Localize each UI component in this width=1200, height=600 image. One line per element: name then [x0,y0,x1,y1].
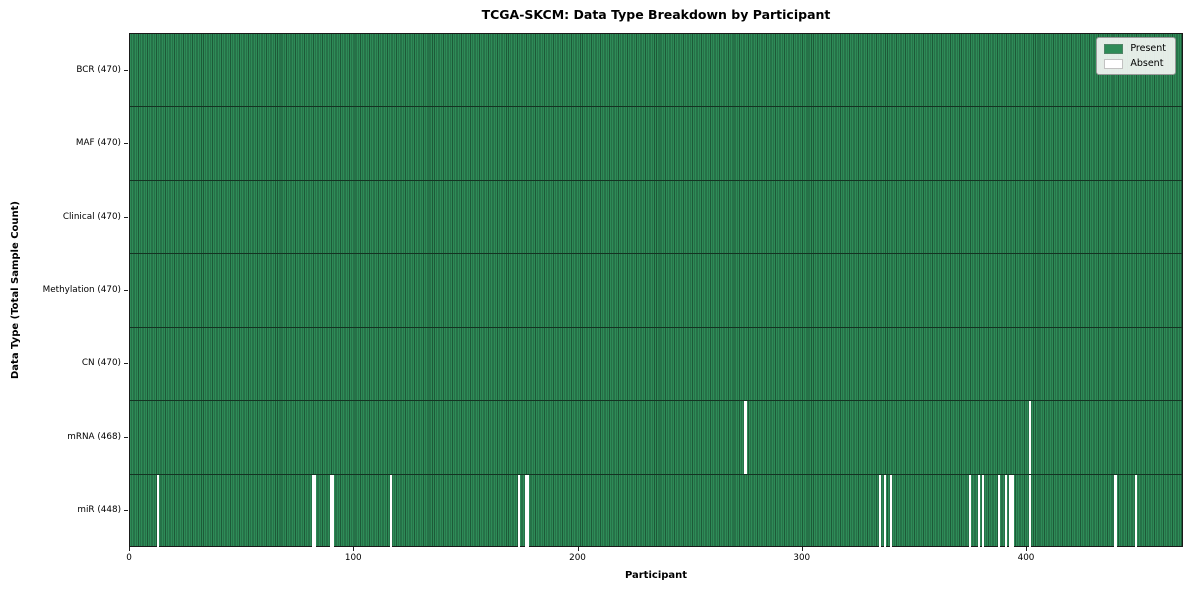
heatmap-row-mRNA [130,401,1182,475]
y-tick-mark [124,216,128,218]
legend-item-present: Present [1104,43,1166,54]
heatmap-row-miR [130,474,1182,548]
x-tick-label-100: 100 [344,553,362,563]
y-tick-mark [124,69,128,71]
x-tick-mark [1026,547,1028,551]
legend: Present Absent [1096,37,1176,75]
absent-stripe-miR-401 [1029,474,1032,548]
absent-stripe-miR-374 [968,474,971,548]
absent-stripe-miR-82 [313,474,317,548]
absent-stripe-miR-392 [1009,474,1012,548]
heatmap-row-BCR [130,34,1182,108]
legend-swatch-present [1104,43,1124,54]
absent-stripe-miR-90 [331,474,335,548]
y-tick-label-Clinical: Clinical (470) [62,211,121,222]
x-tick-label-0: 0 [126,553,132,563]
heatmap-row-CN [130,328,1182,402]
absent-stripe-miR-390 [1004,474,1007,548]
heatmap-row-Methylation [130,254,1182,328]
x-tick-mark [129,547,130,551]
absent-stripe-miR-393 [1011,474,1014,548]
absent-stripe-miR-378 [977,474,980,548]
x-tick-label-200: 200 [569,553,586,563]
absent-stripe-miR-177 [526,474,530,548]
absent-stripe-miR-380 [982,474,985,548]
legend-label: Absent [1130,58,1164,69]
legend-swatch-absent [1104,58,1124,69]
heatmap-row-MAF [130,107,1182,181]
absent-stripe-miR-116 [390,474,393,548]
heatmap-plot-area [129,33,1183,548]
legend-label: Present [1130,43,1166,54]
absent-stripe-miR-173 [517,474,521,548]
x-tick-mark [801,547,803,551]
absent-stripe-miR-176 [524,474,527,548]
absent-stripe-mRNA-274 [744,401,747,474]
heatmap-row-Clinical [130,181,1182,255]
y-tick-label-miR: miR (448) [77,505,121,516]
absent-stripe-miR-12 [156,474,160,548]
absent-stripe-miR-334 [879,474,882,548]
absent-stripe-miR-387 [997,474,1001,548]
y-tick-mark [124,510,128,512]
y-tick-label-CN: CN (470) [81,358,121,369]
y-tick-label-Methylation: Methylation (470) [42,285,121,295]
x-tick-label-400: 400 [1017,553,1035,563]
absent-stripe-miR-336 [883,474,886,548]
y-tick-label-MAF: MAF (470) [75,138,121,149]
y-tick-mark [124,290,128,291]
absent-stripe-miR-81 [311,474,314,548]
y-tick-mark [124,436,128,438]
absent-stripe-miR-439 [1114,474,1117,548]
absent-stripe-miR-89 [329,474,332,548]
chart-title: TCGA-SKCM: Data Type Breakdown by Partic… [481,7,831,22]
legend-item-absent: Absent [1104,58,1166,69]
x-axis-label: Participant [624,570,688,581]
y-tick-mark [124,143,128,145]
y-tick-mark [124,363,128,365]
y-tick-label-BCR: BCR (470) [76,64,121,75]
absent-stripe-mRNA-401 [1029,401,1032,474]
x-tick-mark [577,547,579,551]
x-tick-mark [353,547,355,551]
absent-stripe-miR-448 [1134,474,1137,548]
y-tick-label-mRNA: mRNA (468) [67,431,121,442]
x-tick-label-300: 300 [793,553,811,563]
absent-stripe-miR-339 [890,474,893,548]
